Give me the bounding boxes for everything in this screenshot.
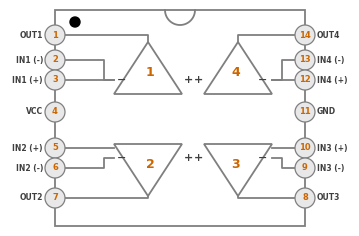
Circle shape	[295, 50, 315, 70]
Text: OUT4: OUT4	[317, 30, 340, 39]
Text: +: +	[184, 153, 193, 163]
Circle shape	[295, 138, 315, 158]
Text: 1: 1	[146, 66, 154, 79]
Text: +: +	[194, 75, 203, 85]
Text: 14: 14	[299, 30, 311, 39]
Text: 4: 4	[232, 66, 241, 79]
Text: 9: 9	[302, 164, 308, 173]
Text: IN4 (-): IN4 (-)	[317, 55, 344, 64]
Text: +: +	[184, 75, 193, 85]
Text: −: −	[258, 153, 267, 163]
Text: 13: 13	[299, 55, 311, 64]
Text: IN3 (+): IN3 (+)	[317, 143, 348, 152]
Circle shape	[295, 70, 315, 90]
Text: 3: 3	[232, 157, 240, 170]
Text: −: −	[117, 75, 126, 85]
Text: GND: GND	[317, 108, 336, 117]
Text: 2: 2	[146, 157, 154, 170]
Circle shape	[45, 70, 65, 90]
Text: IN1 (+): IN1 (+)	[13, 76, 43, 84]
Text: 11: 11	[299, 108, 311, 117]
Text: 7: 7	[52, 194, 58, 202]
Text: IN2 (-): IN2 (-)	[16, 164, 43, 173]
Text: 5: 5	[52, 143, 58, 152]
Text: 4: 4	[52, 108, 58, 117]
Circle shape	[45, 50, 65, 70]
Text: 1: 1	[52, 30, 58, 39]
Text: 2: 2	[52, 55, 58, 64]
Circle shape	[45, 158, 65, 178]
Circle shape	[295, 25, 315, 45]
Circle shape	[45, 102, 65, 122]
Circle shape	[45, 138, 65, 158]
Text: 10: 10	[299, 143, 311, 152]
Bar	[55, 10, 305, 226]
Circle shape	[45, 25, 65, 45]
Circle shape	[295, 158, 315, 178]
Circle shape	[70, 17, 80, 27]
Text: 3: 3	[52, 76, 58, 84]
Text: VCC: VCC	[26, 108, 43, 117]
Text: IN2 (+): IN2 (+)	[13, 143, 43, 152]
Text: IN4 (+): IN4 (+)	[317, 76, 348, 84]
Text: +: +	[194, 153, 203, 163]
Text: IN3 (-): IN3 (-)	[317, 164, 344, 173]
Circle shape	[45, 188, 65, 208]
Text: −: −	[258, 75, 267, 85]
Text: 12: 12	[299, 76, 311, 84]
Text: IN1 (-): IN1 (-)	[16, 55, 43, 64]
Text: 6: 6	[52, 164, 58, 173]
Text: OUT2: OUT2	[20, 194, 43, 202]
Circle shape	[295, 102, 315, 122]
Text: OUT3: OUT3	[317, 194, 340, 202]
Circle shape	[295, 188, 315, 208]
Text: 8: 8	[302, 194, 308, 202]
Text: −: −	[117, 153, 126, 163]
Text: OUT1: OUT1	[20, 30, 43, 39]
